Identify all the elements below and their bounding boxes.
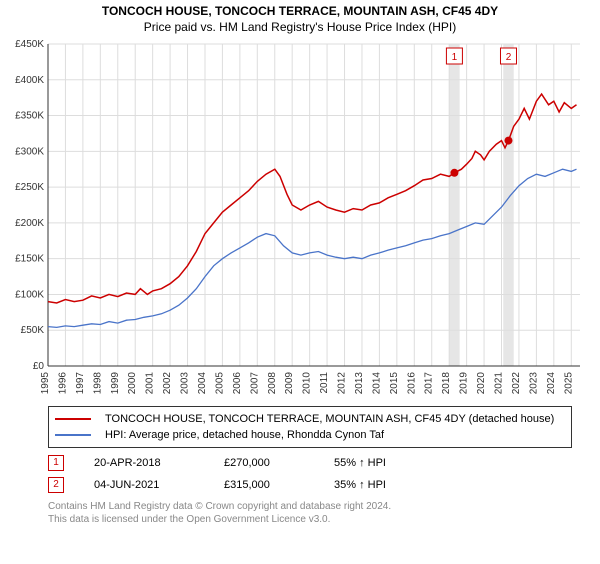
svg-text:2008: 2008 xyxy=(267,372,278,395)
legend-item: TONCOCH HOUSE, TONCOCH TERRACE, MOUNTAIN… xyxy=(55,411,565,427)
chart-subtitle: Price paid vs. HM Land Registry's House … xyxy=(0,20,600,34)
svg-text:2004: 2004 xyxy=(197,372,208,395)
svg-text:£100K: £100K xyxy=(15,289,44,300)
svg-text:2015: 2015 xyxy=(389,372,400,395)
footer-attribution: Contains HM Land Registry data © Crown c… xyxy=(48,500,572,526)
svg-text:2002: 2002 xyxy=(162,372,173,395)
svg-text:2011: 2011 xyxy=(319,372,330,394)
svg-text:1996: 1996 xyxy=(57,372,68,395)
transaction-row: 1 20-APR-2018 £270,000 55% ↑ HPI xyxy=(48,452,572,474)
svg-text:2010: 2010 xyxy=(302,372,313,395)
svg-text:2016: 2016 xyxy=(406,372,417,395)
svg-text:£350K: £350K xyxy=(15,111,44,122)
svg-text:2: 2 xyxy=(506,52,512,63)
svg-text:2007: 2007 xyxy=(249,372,260,395)
transaction-date: 20-APR-2018 xyxy=(94,452,194,474)
svg-text:£250K: £250K xyxy=(15,182,44,193)
svg-text:2025: 2025 xyxy=(563,372,574,395)
svg-text:2018: 2018 xyxy=(441,372,452,395)
footer-line-2: This data is licensed under the Open Gov… xyxy=(48,513,572,526)
svg-text:1998: 1998 xyxy=(92,372,103,395)
svg-text:2003: 2003 xyxy=(180,372,191,395)
svg-text:£150K: £150K xyxy=(15,254,44,265)
price-chart-svg: £0 £50K £100K £150K £200K £250K £300K £350K £400… xyxy=(0,40,600,400)
transaction-pct: 35% ↑ HPI xyxy=(334,474,434,496)
svg-text:£400K: £400K xyxy=(15,75,44,86)
svg-text:1995: 1995 xyxy=(40,372,51,395)
chart-title: TONCOCH HOUSE, TONCOCH TERRACE, MOUNTAIN… xyxy=(0,4,600,18)
transaction-marker: 1 xyxy=(48,455,64,471)
svg-text:£50K: £50K xyxy=(21,325,45,336)
svg-text:1: 1 xyxy=(452,52,458,63)
transactions-table: 1 20-APR-2018 £270,000 55% ↑ HPI 2 04-JUN-202… xyxy=(48,452,572,496)
legend-label: TONCOCH HOUSE, TONCOCH TERRACE, MOUNTAIN… xyxy=(105,411,554,427)
svg-text:2022: 2022 xyxy=(511,372,522,395)
transaction-pct: 55% ↑ HPI xyxy=(334,452,434,474)
svg-text:2021: 2021 xyxy=(494,372,505,395)
svg-text:2001: 2001 xyxy=(145,372,156,395)
footer-line-1: Contains HM Land Registry data © Crown c… xyxy=(48,500,572,513)
svg-text:2012: 2012 xyxy=(337,372,348,395)
svg-text:2006: 2006 xyxy=(232,372,243,395)
transaction-marker: 2 xyxy=(48,477,64,493)
svg-text:1999: 1999 xyxy=(110,372,121,395)
legend-swatch xyxy=(55,418,91,420)
legend-swatch xyxy=(55,434,91,436)
svg-text:£450K: £450K xyxy=(15,40,44,50)
svg-text:2014: 2014 xyxy=(371,372,382,395)
transaction-row: 2 04-JUN-2021 £315,000 35% ↑ HPI xyxy=(48,474,572,496)
legend-label: HPI: Average price, detached house, Rhon… xyxy=(105,427,384,443)
svg-text:2020: 2020 xyxy=(476,372,487,395)
svg-text:2024: 2024 xyxy=(546,372,557,395)
svg-text:2013: 2013 xyxy=(354,372,365,395)
svg-text:£200K: £200K xyxy=(15,218,44,229)
legend-item: HPI: Average price, detached house, Rhon… xyxy=(55,427,565,443)
legend: TONCOCH HOUSE, TONCOCH TERRACE, MOUNTAIN… xyxy=(48,406,572,448)
transaction-price: £315,000 xyxy=(224,474,304,496)
svg-text:£300K: £300K xyxy=(15,146,44,157)
chart-area: £0 £50K £100K £150K £200K £250K £300K £350K £400… xyxy=(0,40,600,400)
svg-text:2019: 2019 xyxy=(459,372,470,395)
svg-text:2009: 2009 xyxy=(284,372,295,395)
svg-text:2017: 2017 xyxy=(424,372,435,395)
svg-text:£0: £0 xyxy=(33,361,45,372)
svg-text:2023: 2023 xyxy=(528,372,539,395)
transaction-price: £270,000 xyxy=(224,452,304,474)
svg-text:2005: 2005 xyxy=(214,372,225,395)
svg-text:1997: 1997 xyxy=(75,372,86,395)
svg-text:2000: 2000 xyxy=(127,372,138,395)
transaction-date: 04-JUN-2021 xyxy=(94,474,194,496)
